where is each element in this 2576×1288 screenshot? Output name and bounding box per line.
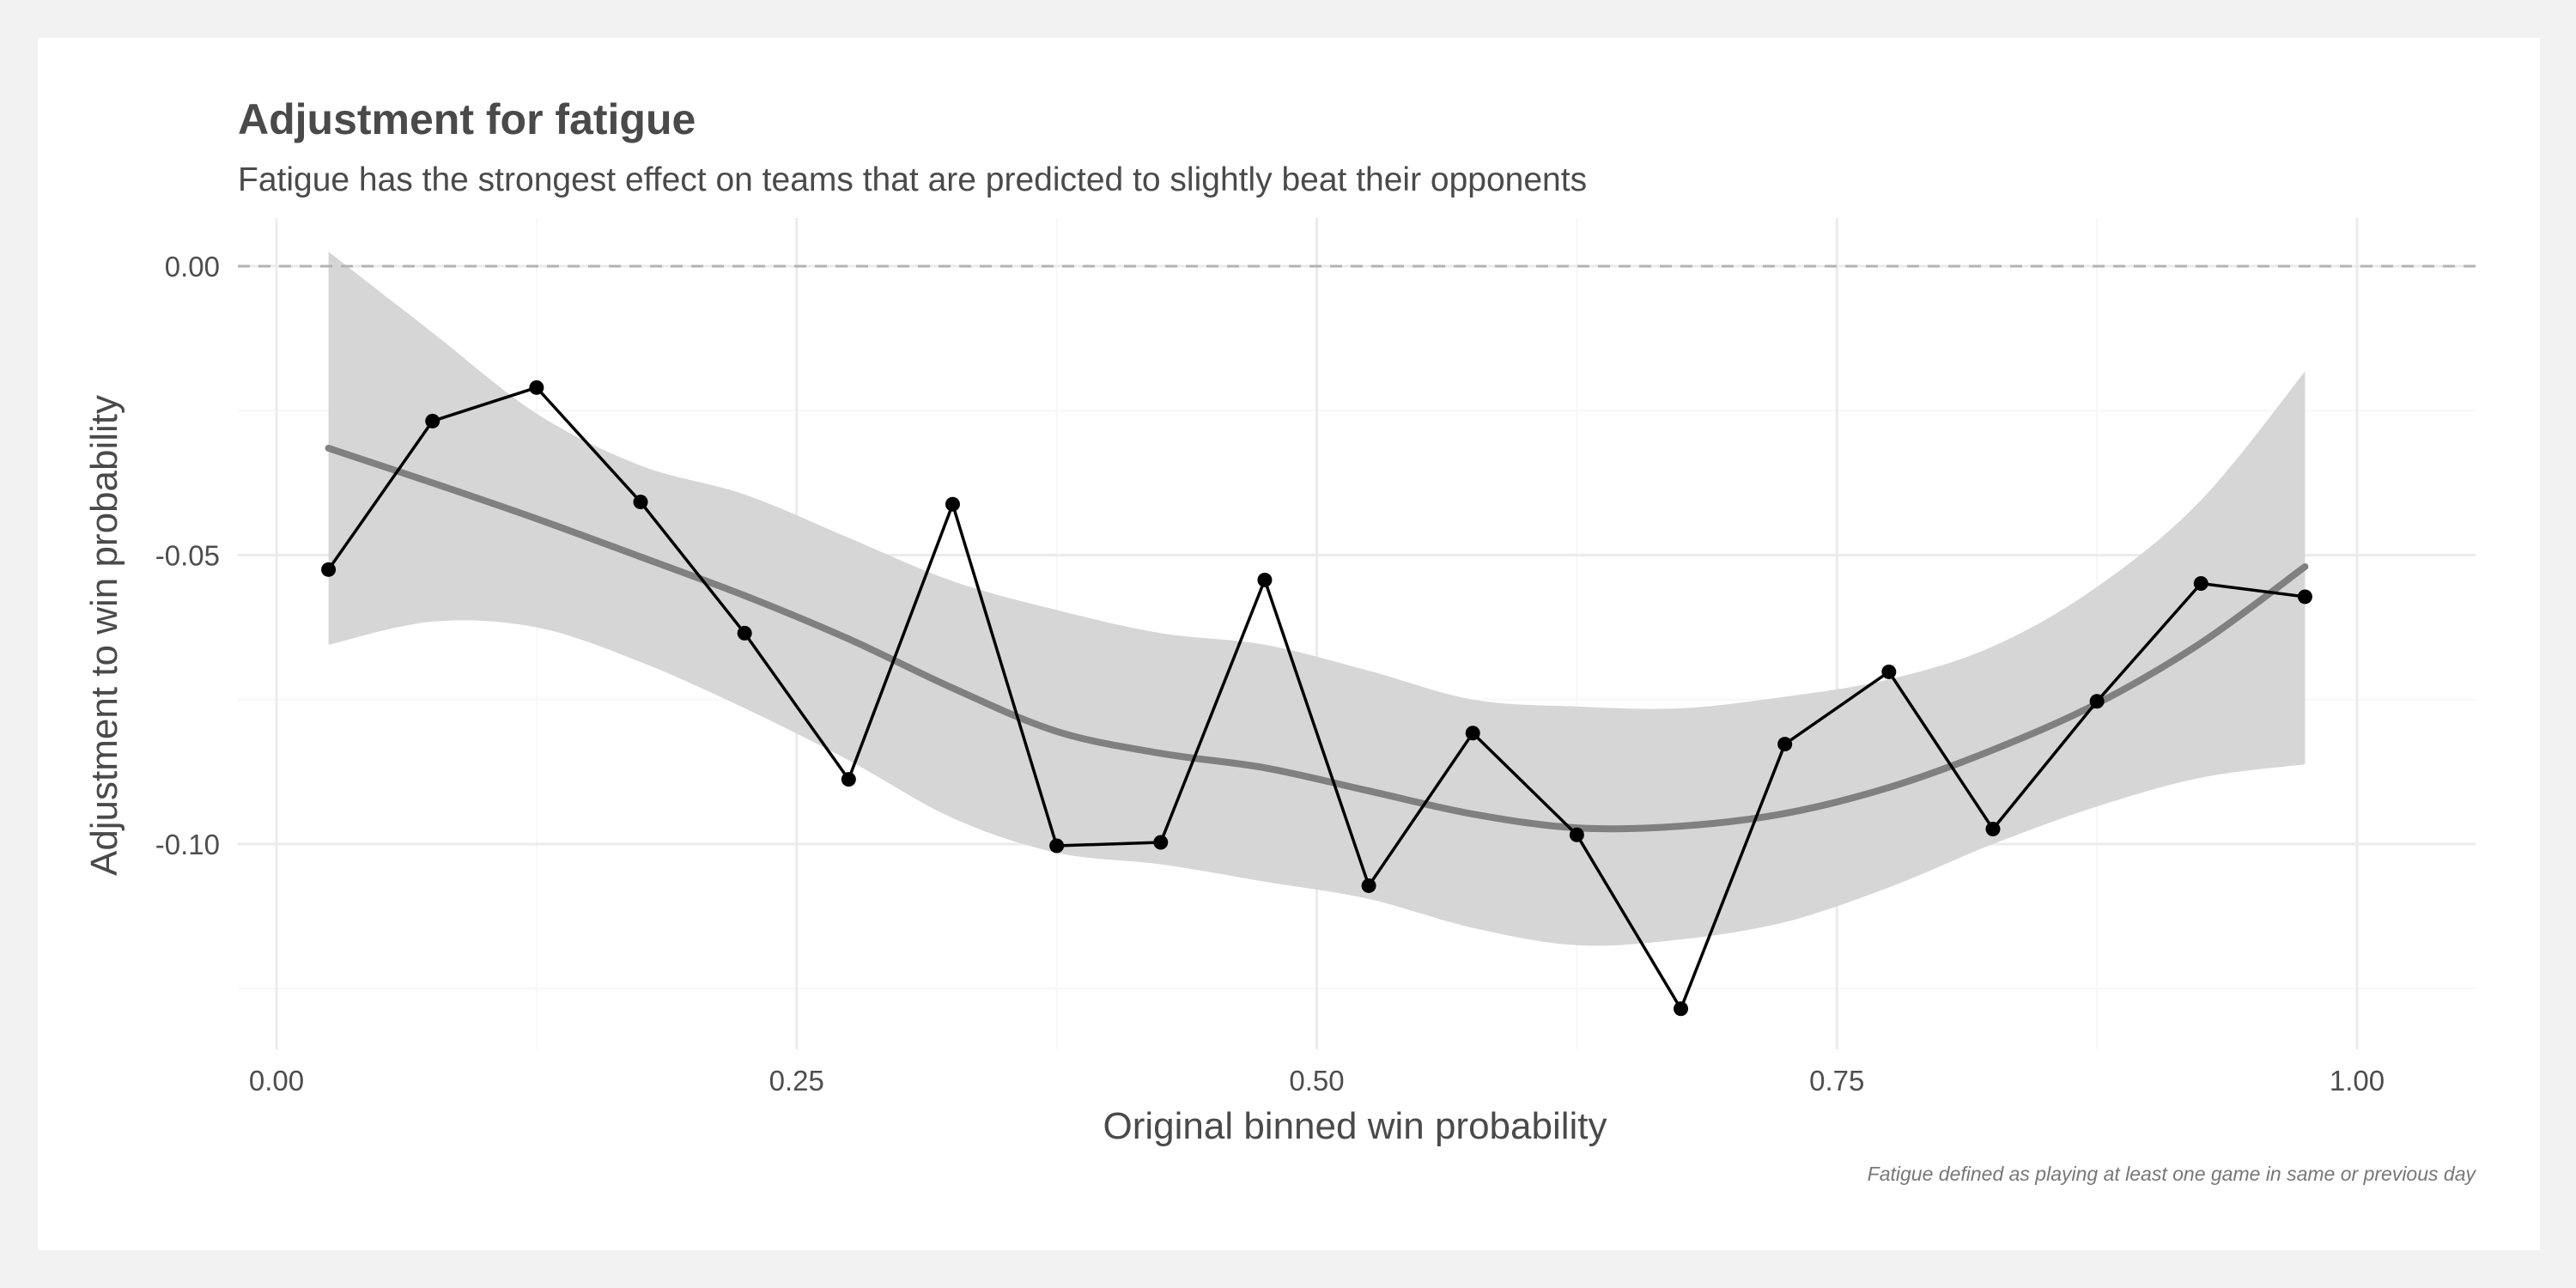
x-axis-title: Original binned win probability [1103,1105,1607,1147]
smooth-trend-line [325,444,2309,833]
data-point [425,413,440,428]
confidence-band [328,252,2306,946]
data-point [1153,835,1169,850]
data-point [1777,737,1793,752]
data-point [1361,878,1376,893]
data-point [2089,694,2105,709]
data-point [2193,575,2208,591]
y-tick-label: -0.05 [155,540,220,572]
y-axis-title: Adjustment to win probability [83,395,125,876]
x-tick-label: 0.75 [1809,1065,1864,1097]
smooth-line-layer [325,444,2309,833]
x-tick-label: 0.25 [769,1065,824,1097]
data-point [841,772,856,787]
data-point [737,625,752,641]
data-point [1049,838,1065,854]
x-tick-label: 1.00 [2330,1065,2385,1097]
confidence-band-layer [328,252,2306,946]
x-tick-label: 0.00 [249,1065,304,1097]
chart-title: Adjustment for fatigue [238,95,696,143]
fatigue-chart: Adjustment for fatigue Fatigue has the s… [83,95,2477,1185]
data-line-layer [321,380,2312,1017]
chart-card: Adjustment for fatigue Fatigue has the s… [38,38,2540,1250]
y-tick-label: -0.10 [155,829,220,860]
chart-caption: Fatigue defined as playing at least one … [1868,1163,2477,1185]
data-point [1881,664,1897,679]
data-series-line [327,386,2306,1011]
data-point [529,380,544,395]
data-point [2297,589,2312,605]
x-tick-label: 0.50 [1289,1065,1344,1097]
data-point [1985,822,2001,837]
chart-subtitle: Fatigue has the strongest effect on team… [238,161,1587,198]
data-point [1257,572,1273,587]
y-axis-ticks: 0.00 -0.05 -0.10 [155,251,220,860]
y-tick-label: 0.00 [165,251,220,283]
data-point [1674,1001,1689,1017]
x-axis-ticks: 0.00 0.25 0.50 0.75 1.00 [249,1065,2385,1097]
data-point [945,496,960,512]
data-point [633,495,648,510]
data-point [321,562,337,577]
data-point [1465,726,1480,741]
data-point [1569,827,1584,842]
